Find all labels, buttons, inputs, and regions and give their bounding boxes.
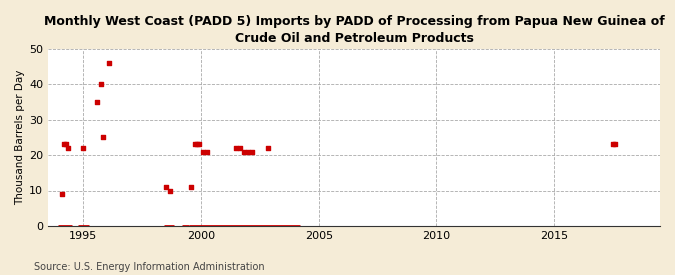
Point — [194, 142, 205, 147]
Point — [608, 142, 618, 147]
Point — [57, 192, 68, 196]
Title: Monthly West Coast (PADD 5) Imports by PADD of Processing from Papua New Guinea : Monthly West Coast (PADD 5) Imports by P… — [44, 15, 664, 45]
Point — [96, 82, 107, 87]
Point — [190, 142, 200, 147]
Point — [263, 146, 273, 150]
Point — [161, 185, 171, 189]
Point — [247, 149, 258, 154]
Point — [78, 146, 89, 150]
Point — [202, 149, 213, 154]
Point — [92, 100, 103, 104]
Text: Source: U.S. Energy Information Administration: Source: U.S. Energy Information Administ… — [34, 262, 265, 272]
Point — [62, 146, 73, 150]
Point — [231, 146, 242, 150]
Point — [198, 149, 209, 154]
Point — [98, 135, 109, 140]
Point — [235, 146, 246, 150]
Point — [165, 188, 176, 193]
Point — [103, 61, 114, 65]
Point — [192, 142, 202, 147]
Point — [186, 185, 196, 189]
Point — [243, 149, 254, 154]
Point — [610, 142, 620, 147]
Point — [239, 149, 250, 154]
Point — [60, 142, 71, 147]
Point — [59, 142, 70, 147]
Y-axis label: Thousand Barrels per Day: Thousand Barrels per Day — [15, 70, 25, 205]
